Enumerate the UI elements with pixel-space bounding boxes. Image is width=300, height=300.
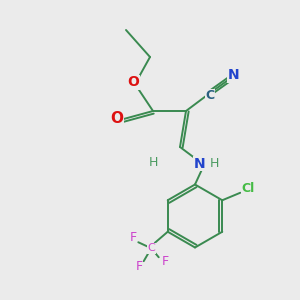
- Text: N: N: [228, 68, 240, 82]
- Text: O: O: [110, 111, 124, 126]
- Text: O: O: [128, 76, 140, 89]
- Text: Cl: Cl: [241, 182, 254, 195]
- Text: F: F: [136, 260, 143, 273]
- Text: C: C: [206, 89, 214, 103]
- Text: N: N: [194, 157, 205, 170]
- Text: C: C: [147, 243, 155, 253]
- Text: F: F: [130, 231, 137, 244]
- Text: H: H: [210, 157, 219, 170]
- Text: F: F: [162, 255, 169, 268]
- Text: H: H: [148, 155, 158, 169]
